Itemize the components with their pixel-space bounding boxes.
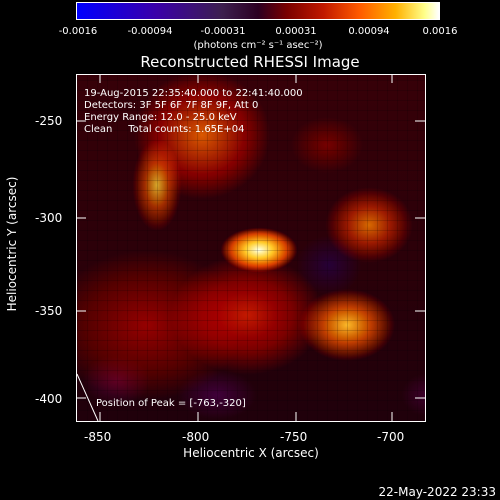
y-axis-title: Heliocentric Y (arcsec) bbox=[5, 176, 19, 312]
info-line-detectors: Detectors: 3F 5F 6F 7F 8F 9F, Att 0 bbox=[84, 100, 259, 111]
colorbar-tick-label: -0.00031 bbox=[200, 26, 246, 37]
x-tick-label: -850 bbox=[84, 430, 112, 444]
y-tick-label: -300 bbox=[35, 211, 63, 225]
plot-title: Reconstructed RHESSI Image bbox=[140, 53, 360, 71]
x-tick-label: -750 bbox=[280, 430, 308, 444]
peak-position-label: Position of Peak = [-763,-320] bbox=[96, 398, 246, 409]
y-tick-label: -250 bbox=[35, 114, 63, 128]
info-line-clean: Clean Total counts: 1.65E+04 bbox=[84, 124, 245, 135]
pixel-grid-overlay bbox=[77, 75, 425, 421]
reconstructed-image bbox=[77, 75, 425, 421]
info-line-date: 19-Aug-2015 22:35:40.000 to 22:41:40.000 bbox=[84, 88, 303, 99]
render-timestamp: 22-May-2022 23:33 bbox=[378, 485, 496, 499]
info-line-energy: Energy Range: 12.0 - 25.0 keV bbox=[84, 112, 237, 123]
colorbar-tick-label: 0.00031 bbox=[275, 26, 317, 37]
colorbar-tick-label: 0.0016 bbox=[422, 26, 458, 37]
colorbar-tick-label: -0.00094 bbox=[127, 26, 173, 37]
x-axis-title: Heliocentric X (arcsec) bbox=[183, 446, 319, 460]
rhessi-image-plot bbox=[76, 74, 426, 422]
y-tick-label: -350 bbox=[35, 304, 63, 318]
colorbar-tick-label: 0.00094 bbox=[348, 26, 390, 37]
y-tick-label: -400 bbox=[35, 392, 63, 406]
colorbar-tick-label: -0.0016 bbox=[58, 26, 98, 37]
colorbar-units: (photons cm⁻² s⁻¹ asec⁻²) bbox=[193, 40, 323, 51]
colorbar bbox=[76, 2, 440, 20]
x-tick-label: -800 bbox=[182, 430, 210, 444]
x-tick-label: -700 bbox=[377, 430, 405, 444]
